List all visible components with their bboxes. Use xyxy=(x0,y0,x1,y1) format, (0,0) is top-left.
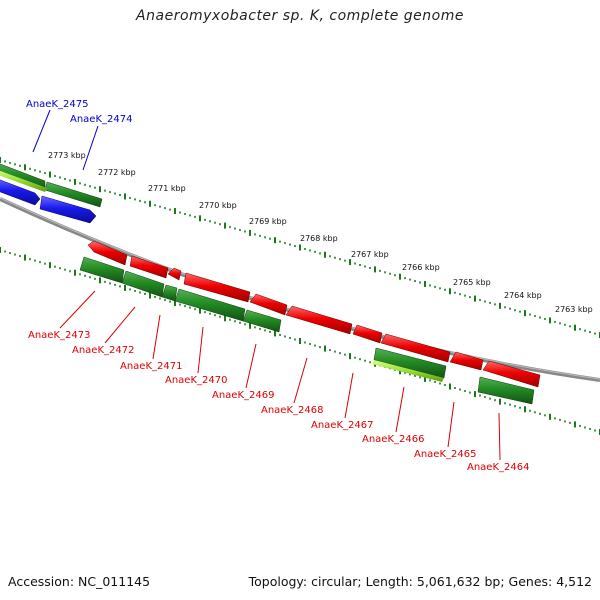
kbp-label: 2763 kbp xyxy=(555,305,593,314)
gene-arrow xyxy=(477,376,535,405)
upper-tick-track xyxy=(0,157,600,338)
gene-arrow xyxy=(372,360,444,382)
bottom-label-leaders xyxy=(59,290,501,461)
gene-arrow xyxy=(44,181,103,208)
leader-line xyxy=(498,412,501,461)
blue-gene-block xyxy=(0,179,97,224)
leader-line xyxy=(197,326,204,374)
kbp-label: 2765 kbp xyxy=(453,278,491,287)
kbp-label: 2771 kbp xyxy=(148,184,186,193)
gene-arrow xyxy=(249,293,288,316)
forward-gene-track xyxy=(87,240,541,388)
map-title: Anaeromyxobacter sp. K, complete genome xyxy=(136,8,464,24)
leader-line xyxy=(59,290,96,329)
leader-line xyxy=(152,314,161,360)
gene-label-anaek-2475: AnaeK_2475 xyxy=(26,99,88,110)
leader-line xyxy=(104,306,136,344)
leader-line xyxy=(32,109,51,153)
gene-arrow xyxy=(449,351,484,371)
gene-arrow xyxy=(0,170,47,192)
gene-label-anaek-2465: AnaeK_2465 xyxy=(414,449,476,460)
gene-arrow xyxy=(167,267,182,281)
top-label-leaders xyxy=(32,109,99,171)
gene-label-anaek-2471: AnaeK_2471 xyxy=(120,361,182,372)
gene-arrow xyxy=(285,305,353,335)
kbp-labels: 2773 kbp 2772 kbp 2771 kbp 2770 kbp 2769… xyxy=(48,151,593,314)
kbp-label: 2767 kbp xyxy=(351,250,389,259)
accession-text: Accession: NC_011145 xyxy=(8,574,151,589)
gene-arrow xyxy=(242,309,282,333)
gene-label-anaek-2464: AnaeK_2464 xyxy=(467,462,529,473)
gene-arrow xyxy=(380,333,451,363)
gene-arrow xyxy=(161,284,178,302)
kbp-label: 2764 kbp xyxy=(504,291,542,300)
gene-arrow xyxy=(87,240,128,266)
leader-line xyxy=(395,386,405,433)
gene-arrow xyxy=(482,360,541,388)
kbp-label: 2773 kbp xyxy=(48,151,86,160)
gene-arrow xyxy=(352,324,383,344)
genome-summary-text: Topology: circular; Length: 5,061,632 bp… xyxy=(248,574,592,589)
gene-label-anaek-2474: AnaeK_2474 xyxy=(70,114,132,125)
gene-label-anaek-2472: AnaeK_2472 xyxy=(72,345,134,356)
leader-line xyxy=(344,372,354,419)
kbp-label: 2769 kbp xyxy=(249,217,287,226)
gene-arrow-anaek-2474 xyxy=(39,195,97,224)
gene-label-anaek-2470: AnaeK_2470 xyxy=(165,375,227,386)
leader-line xyxy=(82,125,99,171)
gene-arrow xyxy=(183,272,251,303)
gene-label-anaek-2468: AnaeK_2468 xyxy=(261,405,323,416)
leader-line xyxy=(293,357,308,404)
gene-arrow-anaek-2475 xyxy=(0,179,41,206)
gene-label-anaek-2469: AnaeK_2469 xyxy=(212,390,274,401)
gene-label-anaek-2466: AnaeK_2466 xyxy=(362,434,424,445)
kbp-label: 2768 kbp xyxy=(300,234,338,243)
gene-label-anaek-2473: AnaeK_2473 xyxy=(28,330,90,341)
reverse-gene-track xyxy=(79,256,535,405)
kbp-label: 2772 kbp xyxy=(98,168,136,177)
reverse-gene-block-upper xyxy=(0,163,103,208)
leader-line xyxy=(245,343,257,389)
kbp-label: 2766 kbp xyxy=(402,263,440,272)
leader-line xyxy=(447,401,455,448)
gene-arrow xyxy=(129,255,169,279)
kbp-label: 2770 kbp xyxy=(199,201,237,210)
gene-label-anaek-2467: AnaeK_2467 xyxy=(311,420,373,431)
